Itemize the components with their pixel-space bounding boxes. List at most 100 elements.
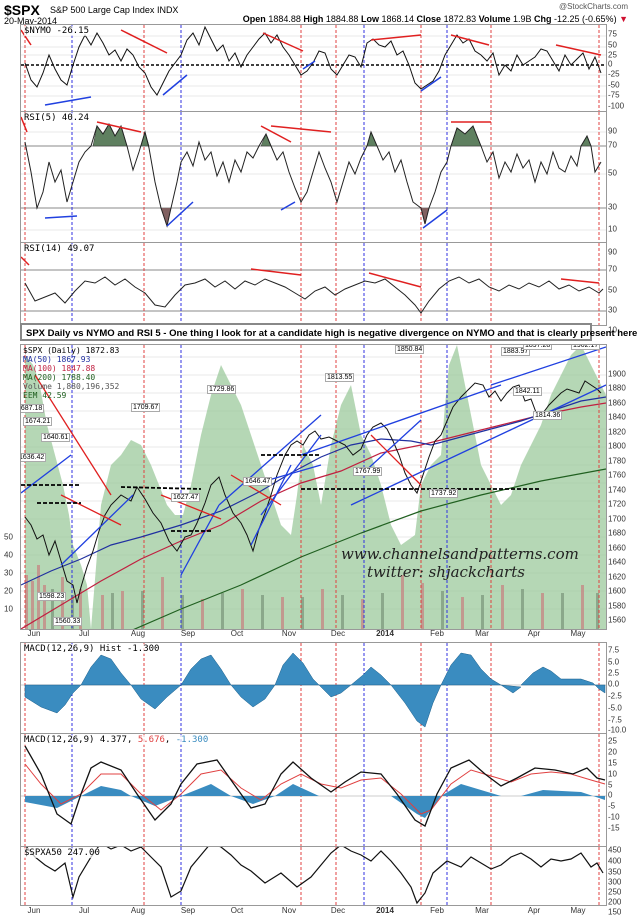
macd-hist-panel: MACD(12,26,9) Hist -1.300 xyxy=(20,642,607,734)
low-label: Low xyxy=(360,14,379,24)
price-label: 1883.97 xyxy=(501,347,531,356)
symbol-title: $SPX xyxy=(4,2,40,18)
x-tick: Jun xyxy=(27,906,41,915)
tick: 1760 xyxy=(608,470,626,480)
tick: 0 xyxy=(608,790,613,800)
tick: 5 xyxy=(608,780,613,790)
tick: -5 xyxy=(608,801,616,811)
tick: 5.0 xyxy=(608,657,620,667)
rsi5-panel: RSI(5) 40.24 xyxy=(20,111,607,243)
spxa50-plot xyxy=(24,847,604,905)
watermark-url: www.channelsandpatterns.com xyxy=(341,545,579,563)
watermark-twitter: twitter: shjackcharts xyxy=(367,563,525,581)
tick: 1720 xyxy=(608,499,626,509)
tick: 0 xyxy=(608,59,613,69)
tick: 50 xyxy=(608,285,617,295)
x-tick: Jul xyxy=(78,629,90,638)
price-panel: $SPX (Daily) 1872.83 MA(50) 1867.93 MA(1… xyxy=(20,344,607,630)
tick: 10 xyxy=(608,224,617,234)
x-tick: Aug xyxy=(130,629,146,638)
tick: 1680 xyxy=(608,528,626,538)
volume-label: Volume xyxy=(478,14,511,24)
tick: 300 xyxy=(608,877,622,887)
price-legend: $SPX (Daily) 1872.83 MA(50) 1867.93 MA(1… xyxy=(23,346,119,400)
x-tick: Aug xyxy=(130,906,146,915)
tick: -75 xyxy=(608,90,620,100)
tick: -25 xyxy=(608,69,620,79)
macd-hist-plot xyxy=(21,643,606,733)
price-label: 1814.36 xyxy=(533,411,563,420)
copyright: @StockCharts.com xyxy=(558,2,628,11)
tick: 25 xyxy=(608,50,617,60)
price-label: 1813.55 xyxy=(325,373,355,382)
rsi5-label: RSI(5) 40.24 xyxy=(24,113,90,123)
spxa50-panel: $SPXA50 247.00 xyxy=(20,846,607,906)
price-plot xyxy=(21,345,606,629)
x-tick: Feb xyxy=(430,629,444,638)
macd-hist-label: MACD(12,26,9) Hist -1.300 xyxy=(24,644,160,654)
macd-plot xyxy=(21,734,606,846)
symbol-name: S&P 500 Large Cap Index INDX xyxy=(50,5,178,15)
down-arrow-icon: ▼ xyxy=(619,14,628,24)
legend-volume: Volume 1,880,196,352 xyxy=(23,382,120,391)
price-label: 1709.67 xyxy=(131,403,161,412)
nymo-panel: $NYMO -26.15 xyxy=(20,24,607,112)
tick: 1700 xyxy=(608,514,626,524)
tick: 15 xyxy=(608,758,617,768)
tick: 1820 xyxy=(608,427,626,437)
tick: 20 xyxy=(608,747,617,757)
tick: 1560 xyxy=(608,615,626,625)
tick: 30 xyxy=(608,305,617,315)
x-tick: Dec xyxy=(330,629,346,638)
tick: -10.0 xyxy=(608,725,627,735)
tick: 1640 xyxy=(608,557,626,567)
tick: 30 xyxy=(4,568,13,578)
price-label: 1636.42 xyxy=(21,453,47,462)
index-name: S&P 500 Large Cap Index xyxy=(50,5,155,15)
tick: 450 xyxy=(608,845,622,855)
spxa50-label: $SPXA50 247.00 xyxy=(24,848,100,858)
price-label: 1902.17 xyxy=(571,345,601,350)
tick: 1740 xyxy=(608,485,626,495)
chart-date: 20-May-2014 xyxy=(4,16,58,26)
tick: 1660 xyxy=(608,543,626,553)
x-tick: Apr xyxy=(527,629,541,638)
price-label: 1850.84 xyxy=(395,345,425,354)
legend-ma100: MA(100) 1847.88 xyxy=(23,364,96,373)
open-value: 1884.88 xyxy=(268,14,301,24)
legend-eem: EEM 42.59 xyxy=(23,391,67,400)
x-tick: Oct xyxy=(230,906,244,915)
tick: 0.0 xyxy=(608,679,620,689)
close-value: 1872.83 xyxy=(443,14,477,24)
x-axis-bottom: Jun Jul Aug Sep Oct Nov Dec 2014 Feb Mar Apr May xyxy=(20,906,605,918)
quote-bar: Open 1884.88 High 1884.88 Low 1868.14 Cl… xyxy=(243,14,628,24)
price-label: 1646.47 xyxy=(243,477,273,486)
x-tick: 2014 xyxy=(376,906,394,915)
tick: 1620 xyxy=(608,572,626,582)
price-label: 1560.33 xyxy=(53,617,83,626)
tick: 75 xyxy=(608,29,617,39)
tick: 25 xyxy=(608,736,617,746)
legend-spx: $SPX (Daily) 1872.83 xyxy=(23,346,120,355)
price-label: 1737.92 xyxy=(429,489,459,498)
tick: 1600 xyxy=(608,586,626,596)
high-label: High xyxy=(303,14,324,24)
macd-label: MACD(12,26,9) 4.377, 5.676, -1.300 xyxy=(24,735,209,745)
tick: 200 xyxy=(608,897,622,907)
tick: 50 xyxy=(608,40,617,50)
x-tick: Dec xyxy=(330,906,346,915)
x-axis-price: Jun Jul Aug Sep Oct Nov Dec 2014 Feb Mar Apr May xyxy=(20,629,605,641)
x-tick: May xyxy=(570,906,586,915)
price-label: 1598.23 xyxy=(37,592,67,601)
nymo-label: $NYMO -26.15 xyxy=(24,26,90,36)
tick: 7.5 xyxy=(608,645,620,655)
price-label: 1687.18 xyxy=(21,404,45,413)
x-tick: Jun xyxy=(27,629,41,638)
legend-ma50: MA(50) 1867.93 xyxy=(23,355,91,364)
tick: 90 xyxy=(608,247,617,257)
tick: 1880 xyxy=(608,383,626,393)
x-tick: Nov xyxy=(281,629,297,638)
tick: 350 xyxy=(608,867,622,877)
tick: 250 xyxy=(608,887,622,897)
nymo-plot xyxy=(21,25,606,111)
